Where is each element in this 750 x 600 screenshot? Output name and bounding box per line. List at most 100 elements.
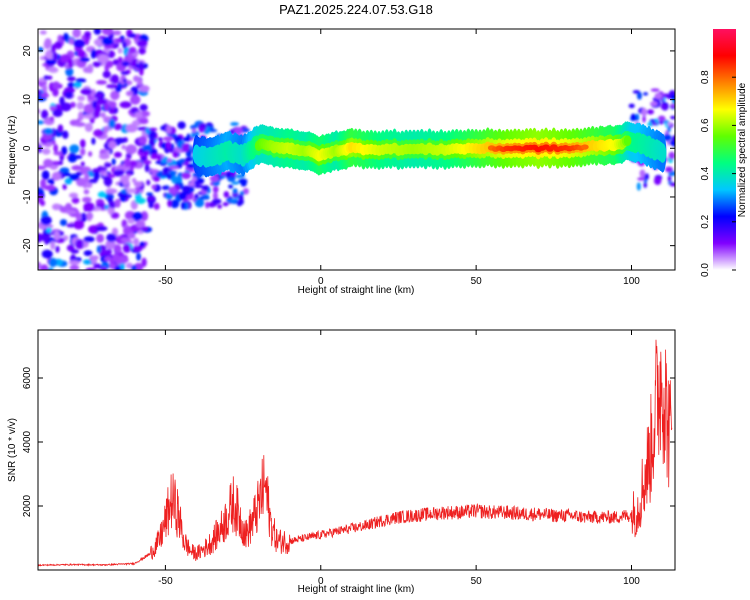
noise-blob xyxy=(664,166,673,173)
noise-blob xyxy=(113,151,122,158)
noise-blob xyxy=(42,84,48,93)
noise-blob xyxy=(105,239,116,250)
noise-blob xyxy=(657,115,666,122)
noise-blob xyxy=(74,121,86,127)
noise-blob xyxy=(212,198,222,205)
noise-blob xyxy=(104,205,109,210)
ridge-cell xyxy=(623,135,632,147)
noise-blob xyxy=(161,173,170,177)
noise-blob xyxy=(165,141,172,150)
noise-blob xyxy=(148,130,157,138)
noise-blob xyxy=(139,85,150,93)
noise-blob xyxy=(66,76,76,82)
noise-blob xyxy=(69,173,80,181)
noise-blob xyxy=(141,226,148,231)
noise-blob xyxy=(664,93,669,99)
noise-blob xyxy=(40,178,47,189)
noise-blob xyxy=(38,233,43,243)
noise-blob xyxy=(670,115,675,120)
noise-blob xyxy=(236,201,243,207)
noise-blob xyxy=(165,192,173,200)
noise-blob xyxy=(50,240,56,250)
noise-blob xyxy=(97,191,107,198)
noise-blob xyxy=(46,227,52,233)
noise-blob xyxy=(97,54,109,64)
noise-blob xyxy=(148,202,154,209)
noise-blob xyxy=(110,90,120,101)
noise-blob xyxy=(100,112,106,118)
noise-blob xyxy=(49,116,55,122)
noise-blob xyxy=(630,113,637,121)
noise-blob xyxy=(131,178,137,183)
noise-blob xyxy=(96,166,108,172)
noise-blob xyxy=(138,135,148,145)
noise-blob xyxy=(45,59,57,65)
snr-y-label: SNR (10 * v/v) xyxy=(7,418,18,482)
noise-blob xyxy=(663,120,670,124)
noise-blob xyxy=(91,137,96,145)
noise-blob xyxy=(71,165,83,171)
noise-blob xyxy=(205,201,210,209)
noise-blob xyxy=(104,256,112,262)
noise-blob xyxy=(51,171,62,181)
noise-blob xyxy=(55,245,60,253)
noise-blob xyxy=(161,185,168,190)
noise-blob xyxy=(202,185,210,192)
noise-blob xyxy=(40,200,46,207)
spectrogram-ridge xyxy=(192,121,667,178)
noise-blob xyxy=(71,197,80,204)
noise-blob xyxy=(657,120,665,125)
noise-blob xyxy=(121,61,130,67)
noise-blob xyxy=(133,181,143,187)
noise-blob xyxy=(207,128,218,133)
noise-blob xyxy=(51,203,62,211)
noise-blob xyxy=(641,107,647,117)
noise-blob xyxy=(133,75,140,82)
noise-blob xyxy=(69,101,76,108)
noise-blob xyxy=(85,181,93,189)
noise-blob xyxy=(109,101,117,109)
noise-blob xyxy=(95,225,108,232)
noise-blob xyxy=(40,93,50,98)
noise-blob xyxy=(133,237,140,246)
noise-blob xyxy=(52,81,61,90)
noise-blob xyxy=(49,178,55,186)
noise-blob xyxy=(88,225,99,234)
noise-blob xyxy=(98,153,110,160)
noise-blob xyxy=(168,186,177,195)
noise-blob xyxy=(110,212,120,219)
noise-blob xyxy=(122,41,128,50)
noise-blob xyxy=(67,82,76,88)
noise-blob xyxy=(59,167,70,174)
noise-blob xyxy=(103,176,113,187)
spectrogram-ytick-label: 10 xyxy=(22,94,33,106)
snr-xtick-label: 50 xyxy=(471,576,483,587)
noise-blob xyxy=(660,104,668,110)
noise-blob xyxy=(231,181,240,185)
snr-plot-area xyxy=(38,330,675,570)
snr-xtick-label: -50 xyxy=(158,576,173,587)
noise-blob xyxy=(144,150,150,156)
noise-blob xyxy=(57,124,64,133)
noise-blob xyxy=(63,86,76,94)
noise-blob xyxy=(114,198,121,208)
noise-blob xyxy=(66,223,76,228)
noise-blob xyxy=(238,178,248,184)
noise-blob xyxy=(131,211,144,221)
noise-blob xyxy=(228,184,234,189)
noise-blob xyxy=(95,98,108,105)
noise-blob xyxy=(112,30,122,36)
noise-blob xyxy=(227,199,237,203)
noise-blob xyxy=(115,38,123,43)
spectrogram-panel: -50 0 50 100 -20 -10 0 10 20 Height of straight … xyxy=(7,28,676,296)
snr-panel: -50 0 50 100 2000 4000 6000 Height of straight… xyxy=(7,329,676,595)
noise-blob xyxy=(83,250,93,257)
noise-blob xyxy=(140,211,149,222)
noise-blob xyxy=(654,92,663,100)
noise-blob xyxy=(155,170,164,178)
noise-blob xyxy=(96,245,101,254)
noise-blob xyxy=(632,90,641,94)
noise-blob xyxy=(124,157,131,168)
noise-blob xyxy=(101,266,108,270)
noise-blob xyxy=(130,264,138,270)
